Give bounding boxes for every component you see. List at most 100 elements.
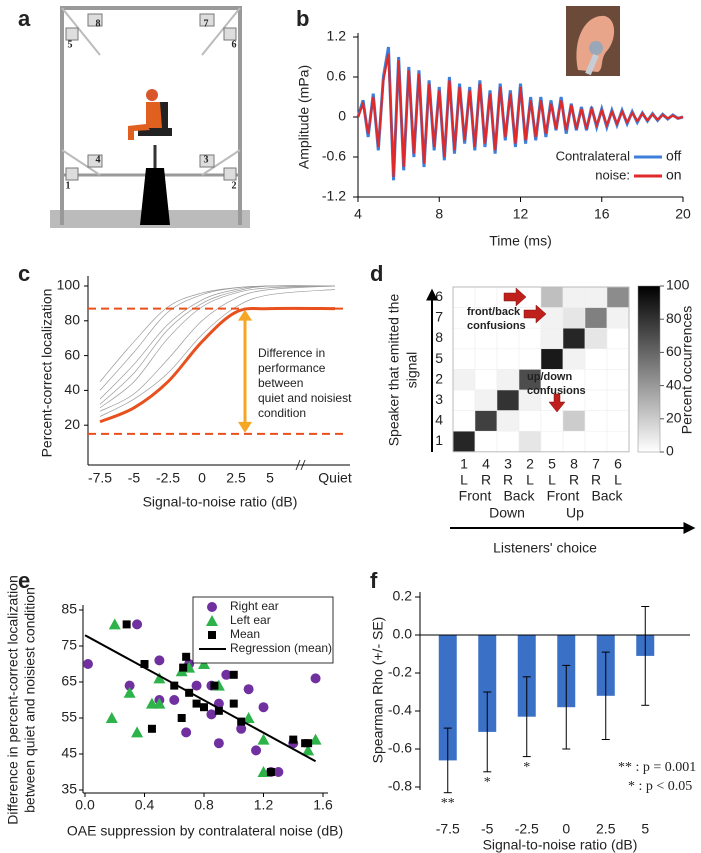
speaker-label: 5 (68, 39, 73, 50)
point (200, 703, 208, 712)
x-tick-label: 2 (526, 456, 534, 472)
heatmap-cell (584, 430, 608, 453)
heatmap-cell (584, 307, 608, 329)
y-axis-label: signal (404, 352, 420, 389)
point (153, 672, 166, 684)
speaker-label: 4 (96, 154, 101, 165)
heatmap-cell (496, 389, 520, 411)
point (154, 655, 165, 666)
x-tick-label: 1.6 (313, 797, 333, 813)
x-tick-label: 16 (594, 206, 610, 222)
x-tick-label: 0.0 (75, 797, 95, 813)
point (132, 619, 143, 630)
x-tick-label: -7.5 (88, 470, 112, 486)
x-group-label: Back (503, 488, 535, 504)
point (105, 712, 118, 723)
heatmap-cell (474, 369, 498, 391)
point (214, 706, 223, 715)
y-axis-label: Amplitude (mPa) (296, 65, 312, 169)
y-tick-label: -0.8 (388, 778, 412, 794)
heatmap-cell (606, 389, 630, 411)
y-tick-label: 40 (64, 381, 80, 397)
x-tick-label: 5 (548, 456, 556, 472)
heatmap-cell (474, 410, 498, 432)
colorbar-tick-label: 80 (666, 310, 682, 326)
significance-label: ** (441, 796, 455, 811)
point (170, 681, 179, 690)
listener-curve (99, 285, 336, 409)
panel-label: f (370, 568, 378, 593)
point (177, 714, 186, 722)
legend-swatch (207, 602, 217, 612)
listener-curve (99, 285, 336, 412)
heatmap-cell (562, 286, 586, 308)
heatmap-frame (452, 286, 630, 453)
x-tick-label: 0 (198, 470, 206, 486)
heatmap-cell (606, 327, 630, 350)
x-side-label: L (614, 472, 622, 488)
y-tick-label: 20 (64, 416, 80, 432)
x-axis-label: OAE suppression by contralateral noise (… (67, 823, 343, 839)
colorbar-tick-label: 20 (666, 410, 682, 426)
x-tick-label: 8 (570, 456, 578, 472)
x-tick-label: 2.5 (596, 821, 616, 837)
arrow-head (238, 309, 252, 321)
point (251, 745, 262, 756)
point (124, 680, 135, 691)
x-side-label: R (503, 472, 513, 488)
point (198, 658, 210, 669)
heatmap-cell (452, 430, 476, 453)
x-side-label: R (591, 472, 601, 488)
y-tick-label: 3 (435, 391, 443, 407)
point (242, 712, 255, 723)
point (191, 680, 202, 691)
annotation: condition (258, 406, 306, 420)
point (140, 660, 149, 668)
x-tick-label: -5 (481, 821, 494, 837)
annotation: performance (258, 361, 326, 375)
point (108, 618, 121, 630)
heatmap-cell (584, 410, 608, 432)
heatmap-cell (584, 389, 608, 411)
heatmap-cell (606, 369, 630, 391)
y-tick-label: 7 (435, 309, 443, 325)
heatmap-cell (584, 369, 608, 391)
heatmap-cell (562, 348, 586, 370)
annotation: quiet and noisiest (258, 391, 352, 405)
y-tick-label: -0.6 (388, 740, 412, 756)
speaker-label: 1 (66, 180, 71, 191)
y-tick-label: 0.0 (393, 626, 413, 642)
heatmap-cell (452, 286, 476, 308)
x-axis-label: Listeners' choice (493, 540, 597, 556)
significance-label: * (523, 760, 530, 775)
legend-label: Mean (230, 627, 260, 641)
heatmap-cell (452, 389, 476, 411)
y-tick-label: 100 (57, 277, 81, 293)
y-axis-label: Percent-correct localization (39, 289, 55, 458)
x-tick-label: -7.5 (436, 821, 460, 837)
x-group-label: Front (547, 488, 580, 504)
y-tick-label: 75 (61, 637, 77, 653)
y-tick-label: 8 (435, 329, 443, 345)
y-tick-label: 65 (61, 673, 77, 689)
legend-label: Right ear (230, 599, 279, 613)
colorbar (637, 285, 661, 453)
heatmap-cell (496, 348, 520, 370)
point (302, 744, 315, 756)
bar (517, 635, 536, 717)
legend-label: Left ear (230, 613, 271, 627)
point (123, 686, 136, 698)
y-tick-label: 0 (338, 108, 346, 124)
point (131, 726, 144, 738)
x-tick-label: 7 (592, 456, 600, 472)
x-tick-label: 3 (504, 456, 512, 472)
x-tick-label: 8 (435, 206, 443, 222)
x-tick-label: 0 (562, 821, 570, 837)
x-side-label: R (569, 472, 579, 488)
point (304, 739, 313, 748)
point (257, 766, 270, 777)
y-axis-label: Difference in percent-correct localizati… (5, 575, 21, 825)
x-tick-label: 6 (614, 456, 622, 472)
heatmap-cell (474, 348, 498, 370)
